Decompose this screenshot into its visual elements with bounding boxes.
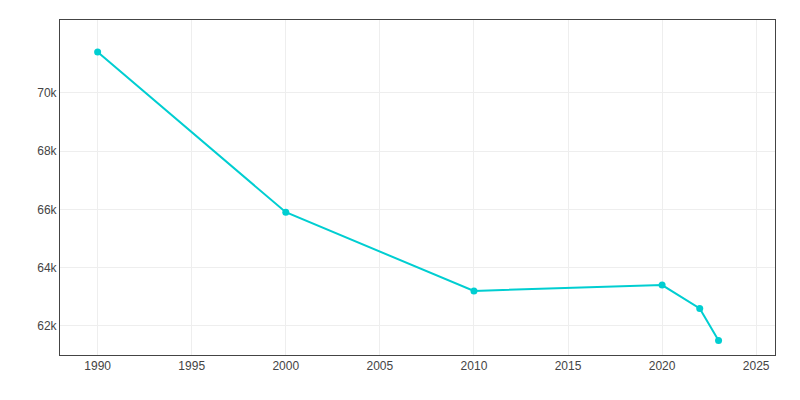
svg-text:2010: 2010 <box>461 359 488 373</box>
svg-text:64k: 64k <box>37 261 57 275</box>
svg-text:1995: 1995 <box>178 359 205 373</box>
svg-text:1990: 1990 <box>84 359 111 373</box>
svg-text:66k: 66k <box>37 203 57 217</box>
svg-text:68k: 68k <box>37 144 57 158</box>
svg-text:2000: 2000 <box>272 359 299 373</box>
svg-text:2015: 2015 <box>555 359 582 373</box>
svg-text:2005: 2005 <box>367 359 394 373</box>
svg-text:2025: 2025 <box>743 359 770 373</box>
svg-text:2020: 2020 <box>649 359 676 373</box>
svg-text:62k: 62k <box>37 319 57 333</box>
svg-text:70k: 70k <box>37 86 57 100</box>
